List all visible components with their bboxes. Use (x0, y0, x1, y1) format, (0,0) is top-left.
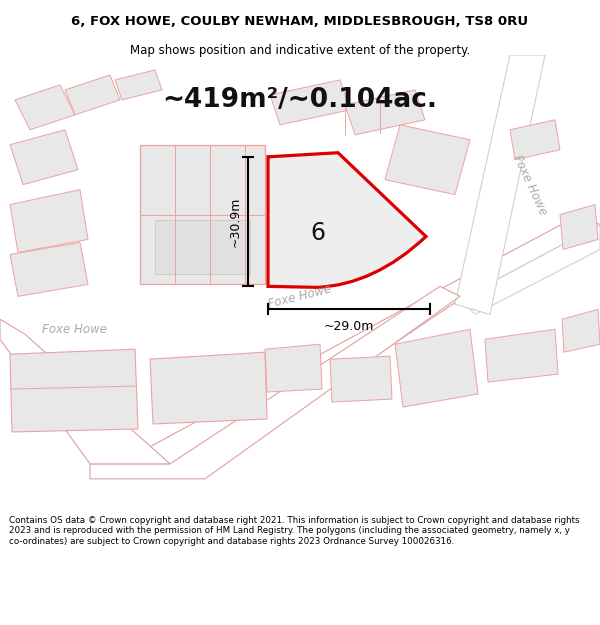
Text: ~419m²/~0.104ac.: ~419m²/~0.104ac. (163, 87, 437, 113)
Text: ~30.9m: ~30.9m (229, 196, 241, 247)
Text: ~29.0m: ~29.0m (324, 320, 374, 332)
Polygon shape (10, 349, 138, 432)
PathPatch shape (268, 152, 426, 288)
Polygon shape (510, 120, 560, 160)
Polygon shape (115, 70, 162, 100)
Polygon shape (155, 219, 250, 274)
Polygon shape (150, 352, 267, 424)
Polygon shape (15, 85, 75, 130)
Polygon shape (395, 329, 478, 407)
Text: Foxe Howe: Foxe Howe (43, 322, 107, 336)
Polygon shape (10, 130, 78, 184)
Text: Foxe Howe: Foxe Howe (511, 152, 550, 217)
Polygon shape (10, 242, 88, 296)
Polygon shape (10, 189, 88, 253)
Polygon shape (440, 214, 600, 299)
Text: 6: 6 (311, 221, 325, 244)
Polygon shape (460, 224, 600, 314)
Polygon shape (455, 55, 545, 314)
Polygon shape (65, 75, 120, 115)
Text: Map shows position and indicative extent of the property.: Map shows position and indicative extent… (130, 44, 470, 57)
Polygon shape (485, 329, 558, 382)
Polygon shape (100, 289, 460, 474)
Polygon shape (562, 309, 600, 352)
Polygon shape (0, 319, 170, 464)
Polygon shape (140, 145, 265, 284)
Polygon shape (330, 356, 392, 402)
Text: Contains OS data © Crown copyright and database right 2021. This information is : Contains OS data © Crown copyright and d… (9, 516, 580, 546)
Polygon shape (345, 90, 425, 135)
Polygon shape (385, 125, 470, 194)
Polygon shape (560, 204, 598, 249)
Text: 6, FOX HOWE, COULBY NEWHAM, MIDDLESBROUGH, TS8 0RU: 6, FOX HOWE, COULBY NEWHAM, MIDDLESBROUG… (71, 16, 529, 28)
Text: Foxe Howe: Foxe Howe (267, 282, 333, 311)
Polygon shape (270, 80, 350, 125)
Polygon shape (265, 344, 322, 392)
Polygon shape (90, 286, 460, 479)
